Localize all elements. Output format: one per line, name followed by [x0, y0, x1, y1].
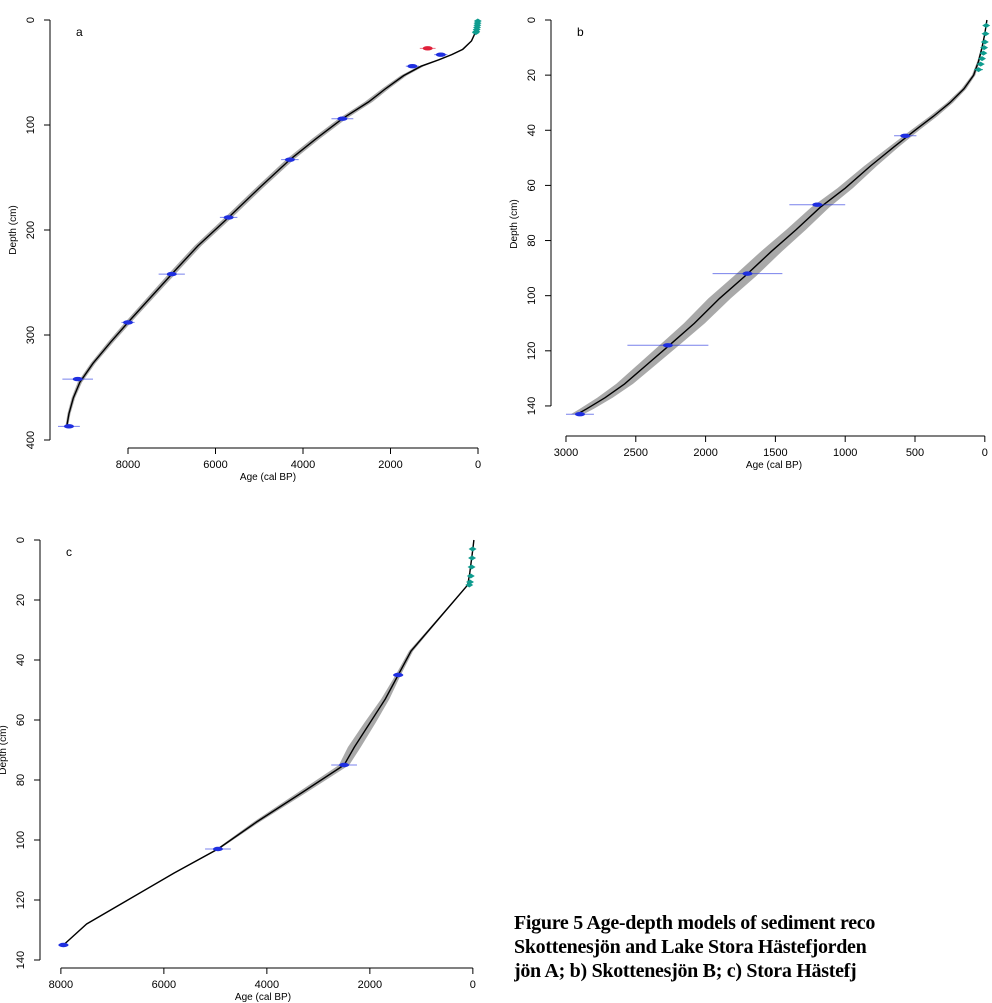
model-line — [66, 19, 479, 427]
y-tick-label: 100 — [25, 116, 37, 134]
chart-panel-c: 8000 6000 4000 2000 0 0 20 40 60 80 100 120 140 Age (… — [0, 537, 477, 1003]
outlier-marker — [422, 46, 433, 51]
caption-line: jön A; b) Skottenesjön B; c) Stora Häste… — [514, 960, 857, 982]
x-tick-label: 2000 — [358, 979, 382, 991]
y-tick-label: 300 — [25, 326, 37, 344]
pb210-marker — [979, 50, 988, 56]
x-tick-label: 8000 — [49, 979, 73, 991]
y-tick-label: 60 — [526, 179, 538, 191]
y-tick-label: 140 — [526, 397, 538, 415]
date-marker — [63, 424, 74, 429]
date-marker — [284, 157, 295, 162]
date-marker — [166, 271, 177, 277]
x-tick-label: 6000 — [152, 979, 176, 991]
date-marker — [123, 320, 133, 325]
caption-line: Figure 5 Age-depth models of sediment re… — [514, 912, 876, 934]
x-tick-label: 0 — [475, 459, 481, 471]
date-marker — [900, 133, 911, 138]
pb210-marker — [471, 30, 480, 36]
pb210-marker — [467, 564, 476, 570]
y-tick-label: 140 — [15, 951, 27, 969]
date-marker — [742, 271, 753, 276]
chart-panel-a: 8000 6000 4000 2000 0 0 100 200 300 400 Age (cal B… — [8, 17, 482, 483]
y-tick-label: 80 — [526, 234, 538, 246]
x-tick-label: 1500 — [763, 447, 787, 459]
pb210-marker — [466, 579, 475, 585]
date-marker — [435, 52, 446, 57]
pb210-marker — [468, 546, 477, 552]
y-tick-label: 80 — [15, 774, 27, 786]
y-tick-label: 40 — [15, 654, 27, 666]
date-marker — [72, 376, 83, 382]
y-axis-title: Depth (cm) — [509, 199, 520, 248]
pb210-marker — [976, 61, 985, 67]
y-tick-label: 120 — [15, 891, 27, 909]
pb210-marker — [978, 56, 987, 62]
x-axis-title: Age (cal BP) — [240, 472, 296, 483]
y-tick-label: 400 — [25, 431, 37, 449]
date-marker — [574, 412, 585, 417]
y-tick-label: 100 — [526, 286, 538, 304]
panel-letter: c — [66, 545, 72, 559]
x-tick-label: 2500 — [624, 447, 648, 459]
pb210-marker — [466, 573, 475, 579]
x-tick-label: 8000 — [116, 459, 140, 471]
pb210-marker — [468, 555, 477, 561]
pb210-marker — [981, 31, 990, 37]
y-axis-title: Depth (cm) — [8, 205, 19, 254]
y-tick-label: 0 — [15, 537, 27, 543]
x-tick-label: 0 — [470, 979, 476, 991]
date-marker — [393, 672, 404, 678]
x-tick-label: 6000 — [203, 459, 227, 471]
model-line — [62, 539, 475, 946]
pb210-marker — [982, 23, 991, 29]
chart-panel-b: 3000 2500 2000 1500 1000 500 0 0 20 40 60 80 100 120 1… — [509, 17, 991, 471]
pb210-marker — [980, 45, 989, 51]
date-marker — [339, 762, 350, 768]
panel-letter: b — [577, 25, 584, 39]
panel-letter: a — [76, 25, 83, 39]
uncertainty-band — [570, 20, 988, 415]
y-tick-label: 0 — [526, 17, 538, 23]
x-axis-title: Age (cal BP) — [746, 460, 802, 471]
y-tick-label: 100 — [15, 831, 27, 849]
pb210-marker — [974, 67, 983, 73]
x-tick-label: 2000 — [693, 447, 717, 459]
date-marker — [407, 63, 418, 69]
x-tick-label: 500 — [906, 447, 924, 459]
date-marker — [337, 116, 348, 121]
x-tick-label: 0 — [982, 447, 988, 459]
y-tick-label: 40 — [526, 124, 538, 136]
x-tick-label: 1000 — [833, 447, 857, 459]
date-marker — [223, 215, 234, 220]
x-axis-title: Age (cal BP) — [235, 992, 291, 1003]
pb210-marker — [465, 582, 474, 588]
date-marker — [58, 942, 69, 948]
y-axis-title: Depth (cm) — [0, 725, 9, 774]
date-marker — [662, 343, 673, 348]
date-marker — [812, 202, 823, 207]
y-tick-label: 60 — [15, 714, 27, 726]
figure-caption: Figure 5 Age-depth models of sediment re… — [514, 911, 992, 1003]
y-tick-label: 20 — [15, 594, 27, 606]
pb210-marker — [980, 39, 989, 45]
uncertainty-band — [65, 20, 478, 427]
x-tick-label: 4000 — [291, 459, 315, 471]
model-line — [576, 19, 988, 415]
y-tick-label: 20 — [526, 69, 538, 81]
x-tick-label: 4000 — [255, 979, 279, 991]
x-tick-label: 2000 — [378, 459, 402, 471]
y-tick-label: 120 — [526, 342, 538, 360]
y-tick-label: 0 — [25, 17, 37, 23]
uncertainty-band — [63, 540, 474, 945]
caption-line: Skottenesjön and Lake Stora Hästefjorden — [514, 936, 867, 958]
date-marker — [212, 846, 223, 852]
x-tick-label: 3000 — [554, 447, 578, 459]
y-tick-label: 200 — [25, 221, 37, 239]
